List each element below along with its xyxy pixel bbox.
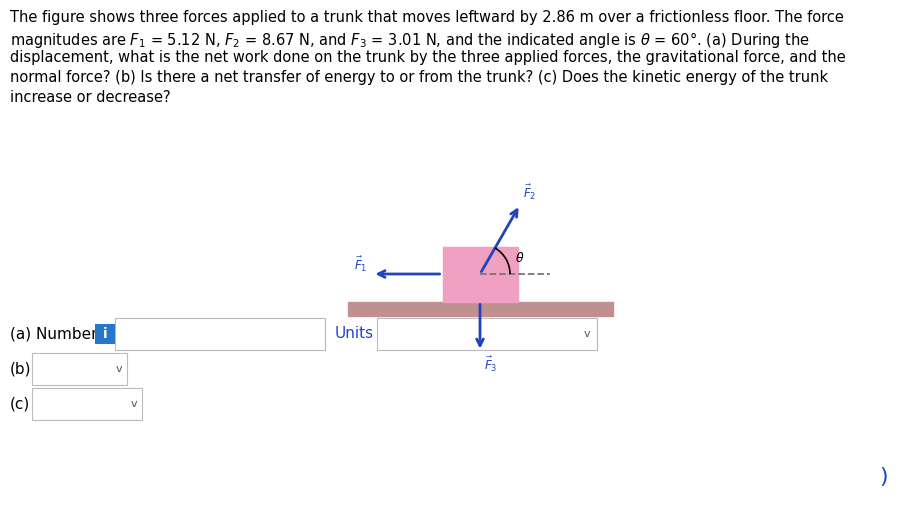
Text: The figure shows three forces applied to a trunk that moves leftward by 2.86 m o: The figure shows three forces applied to… (10, 10, 844, 25)
FancyBboxPatch shape (32, 353, 127, 385)
Text: v: v (116, 364, 122, 374)
Text: (b): (b) (10, 361, 32, 377)
Bar (443, 246, 518, 301)
Text: ): ) (879, 467, 888, 487)
Text: magnitudes are $\mathit{F}_1$ = 5.12 N, $\mathit{F}_2$ = 8.67 N, and $\mathit{F}: magnitudes are $\mathit{F}_1$ = 5.12 N, … (10, 30, 810, 50)
FancyBboxPatch shape (32, 388, 142, 420)
Text: increase or decrease?: increase or decrease? (10, 90, 171, 105)
Text: normal force? (b) Is there a net transfer of energy to or from the trunk? (c) Do: normal force? (b) Is there a net transfe… (10, 70, 828, 85)
Bar (347, 301, 613, 316)
Text: (c): (c) (10, 397, 31, 411)
Text: (a) Number: (a) Number (10, 326, 97, 342)
Text: $\vec{F}_2$: $\vec{F}_2$ (523, 183, 536, 202)
Text: $\vec{F}_3$: $\vec{F}_3$ (484, 354, 498, 374)
Text: $\vec{F}_1$: $\vec{F}_1$ (354, 254, 367, 273)
Text: displacement, what is the net work done on the trunk by the three applied forces: displacement, what is the net work done … (10, 50, 846, 65)
Text: Units: Units (335, 326, 374, 342)
FancyBboxPatch shape (115, 318, 325, 350)
Text: v: v (130, 399, 138, 409)
FancyBboxPatch shape (377, 318, 597, 350)
Text: $\theta$: $\theta$ (515, 251, 525, 265)
Text: v: v (584, 329, 590, 339)
FancyBboxPatch shape (95, 324, 115, 344)
Text: i: i (103, 327, 107, 341)
